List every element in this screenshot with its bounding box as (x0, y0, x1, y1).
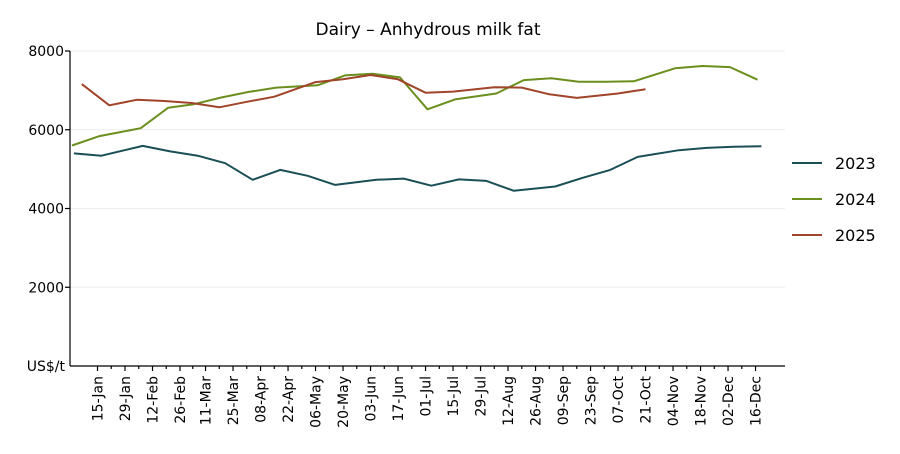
grid-layer (70, 50, 785, 288)
x-tick-label: 16-Dec (749, 376, 765, 426)
series-layer (71, 65, 762, 192)
axis-layer: 2000 4000 6000 8000 US$/t 15-Jan 29-Jan 12-Feb 2… (27, 44, 785, 428)
x-tick-label: 08-Apr (254, 376, 270, 423)
x-tick-label: 03-Jun (364, 376, 380, 422)
x-tick-label: 26-Feb (173, 376, 189, 424)
x-tick-label: 20-May (336, 376, 352, 428)
x-tick-label: 12-Feb (146, 376, 162, 424)
x-tick-label: 09-Sep (556, 376, 572, 425)
y-tick-label: 4000 (28, 202, 64, 218)
legend: 2023 2024 2025 (792, 154, 876, 245)
x-tick-label: 06-May (309, 376, 325, 428)
x-tick-label: 07-Oct (611, 375, 627, 423)
chart-title: Dairy – Anhydrous milk fat (316, 20, 541, 40)
legend-label-2024: 2024 (835, 190, 876, 209)
y-tick-label: 6000 (28, 123, 64, 139)
y-tick-label: 8000 (28, 44, 64, 60)
x-tick-label: 15-Jan (91, 376, 107, 421)
x-tick-label: 12-Aug (501, 376, 517, 426)
x-tick-label: 29-Jul (474, 376, 490, 417)
x-tick-label: 15-Jul (446, 376, 462, 417)
x-tick-label: 25-Mar (226, 376, 242, 426)
x-tick-label: 17-Jun (391, 376, 407, 422)
legend-label-2023: 2023 (835, 154, 876, 173)
x-tick-label: 29-Jan (118, 376, 134, 421)
x-tick-label: 21-Oct (639, 375, 655, 423)
y-axis-label: US$/t (27, 359, 66, 375)
series-line-2023 (73, 144, 762, 192)
y-tick-label: 2000 (28, 280, 64, 296)
x-tick-label: 04-Nov (666, 376, 682, 426)
x-tick-label: 11-Mar (199, 376, 215, 426)
series-line-2024 (71, 65, 758, 147)
x-tick-label: 22-Apr (281, 376, 297, 423)
legend-label-2025: 2025 (835, 226, 876, 245)
series-line-2025 (81, 74, 646, 109)
x-tick-label: 02-Dec (721, 376, 737, 426)
x-tick-label: 18-Nov (694, 376, 710, 426)
x-tick-label: 23-Sep (584, 376, 600, 425)
x-tick-label: 01-Jul (419, 376, 435, 417)
x-tick-label: 26-Aug (529, 376, 545, 426)
